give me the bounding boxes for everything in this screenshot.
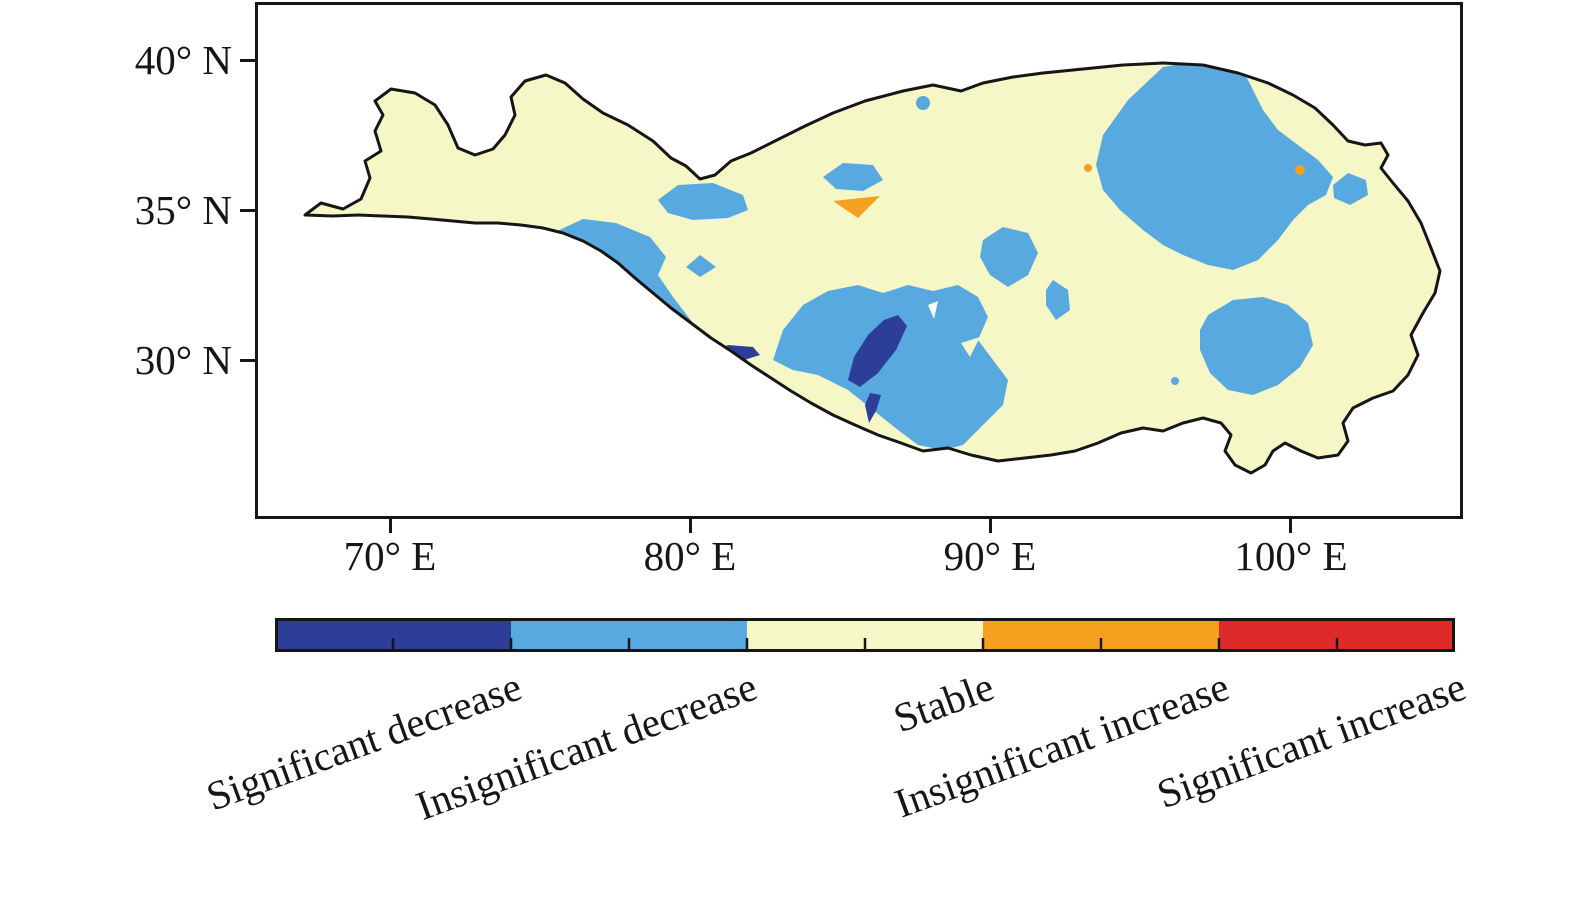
hole-stable-in-central-patch (961, 337, 980, 357)
plateau-map-svg (303, 61, 1442, 475)
patch-insig-increase-dot-1 (1084, 164, 1092, 172)
patch-insig-decrease-southeast (1200, 297, 1313, 395)
patch-sig-decrease-nw-streak (540, 251, 576, 273)
x-tick-label-70e: 70° E (343, 533, 437, 579)
patch-insig-decrease-dot-northeast (1169, 129, 1181, 141)
patch-insig-increase-triangle (833, 196, 880, 218)
x-tick-label-100e: 100° E (1234, 533, 1348, 579)
patch-sig-decrease-spike (865, 393, 881, 423)
patch-insig-decrease-east-arm (1333, 173, 1368, 205)
hole-white-in-central-patch (928, 301, 938, 319)
patch-insig-decrease-northeast (1096, 63, 1333, 270)
plateau-outline (303, 61, 1442, 475)
x-tick-label-90e: 90° E (943, 533, 1037, 579)
y-tick-label-35n: 35° N (134, 187, 232, 233)
x-tick-70e (389, 519, 392, 533)
y-tick-label-40n: 40° N (134, 37, 232, 83)
map-fill-layer (305, 63, 1440, 473)
patch-insig-decrease-lens-above-orange (823, 163, 883, 191)
map-plot-box (255, 2, 1463, 519)
legend-label-stable: Stable (887, 662, 1000, 742)
patch-insig-decrease-south-central (773, 285, 1008, 450)
colorbar (275, 618, 1455, 652)
x-tick-90e (989, 519, 992, 533)
patch-insig-decrease-north-blob (658, 183, 748, 220)
patch-insig-increase-dot-2 (1295, 165, 1305, 175)
x-tick-label-80e: 80° E (643, 533, 737, 579)
x-tick-100e (1289, 519, 1292, 533)
y-tick-label-30n: 30° N (134, 337, 232, 383)
y-tick-35n (240, 209, 255, 212)
patch-insig-decrease-dot-southeast (1171, 377, 1179, 385)
patch-insig-decrease-dot-north (916, 96, 930, 110)
patch-sig-decrease-central-lens (848, 315, 907, 387)
patch-insig-decrease-small-central (1046, 280, 1070, 320)
patch-insig-decrease-diamond (686, 255, 716, 277)
patch-insig-decrease-central-east (980, 227, 1038, 287)
y-tick-40n (240, 59, 255, 62)
x-tick-80e (689, 519, 692, 533)
y-tick-30n (240, 359, 255, 362)
colorbar-border (275, 618, 1455, 652)
